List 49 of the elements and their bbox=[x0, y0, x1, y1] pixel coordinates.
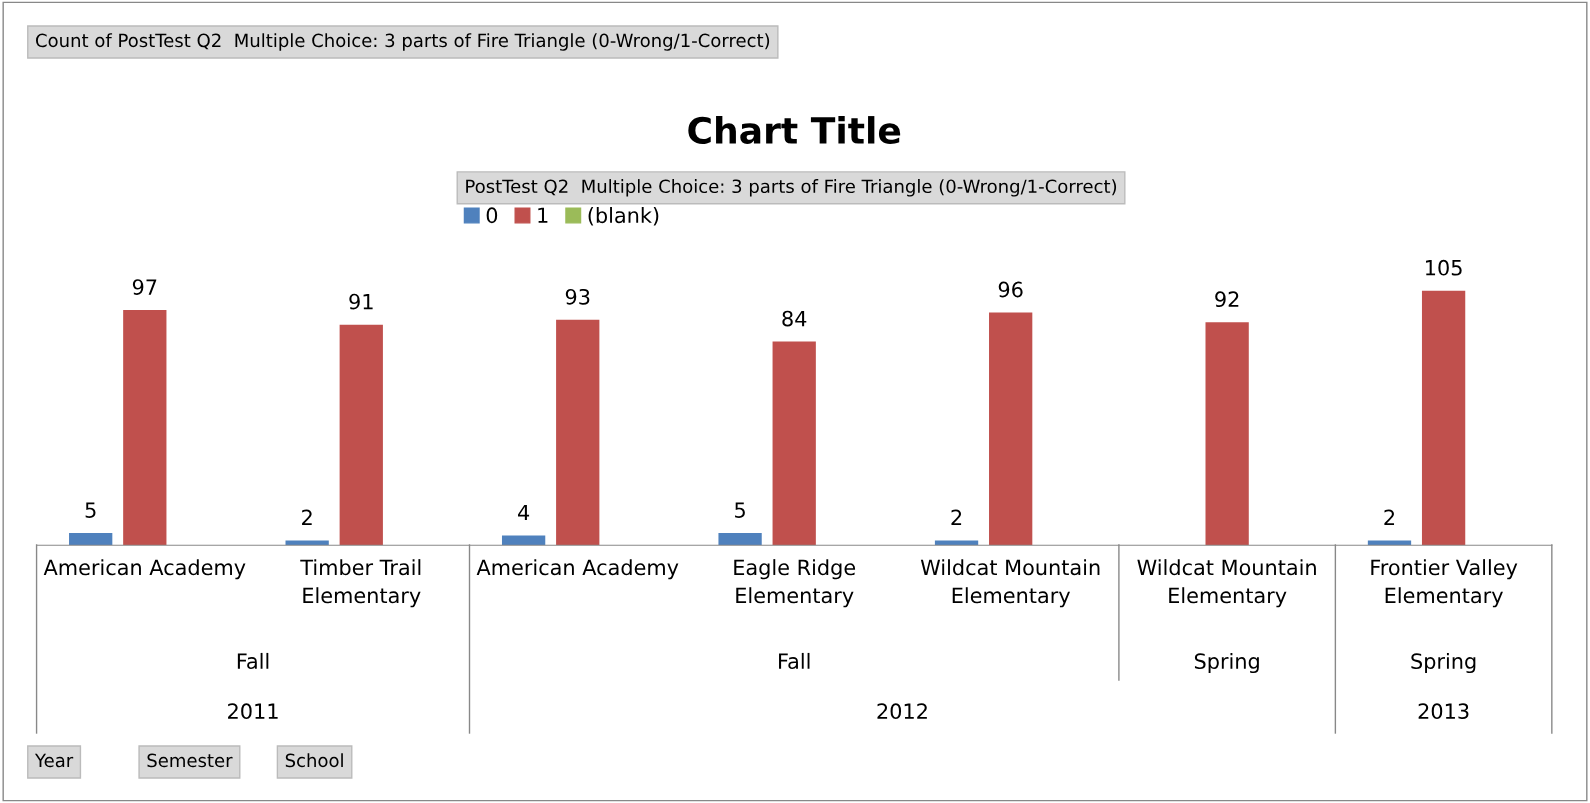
bar bbox=[1205, 322, 1249, 546]
text: Count of PostTest Q2 Multiple Choice: 3 parts of Fire Triangle (0-Wrong/1-Correct) bbox=[35, 33, 770, 51]
text: Spring bbox=[1411, 652, 1476, 674]
bar bbox=[934, 540, 979, 546]
bar bbox=[1367, 540, 1412, 546]
x-tick-label: Eagle Ridge Elementary bbox=[734, 559, 856, 608]
text: 2013 bbox=[1418, 703, 1469, 720]
legend-label: 1 bbox=[538, 207, 548, 223]
data-label: 2 bbox=[951, 509, 962, 525]
legend-title: PostTest Q2 Multiple Choice: 3 parts of Fire Triangle (0-Wrong/1-Correct) bbox=[466, 179, 1117, 197]
bar bbox=[339, 324, 383, 546]
bar bbox=[69, 533, 113, 546]
text: Fall bbox=[779, 652, 810, 670]
x-tick-label: Wildcat Mountain Elementary bbox=[920, 559, 1100, 608]
text: 2011 bbox=[228, 703, 278, 720]
text: 2012 bbox=[877, 703, 927, 720]
data-label: 97 bbox=[132, 279, 157, 295]
bar bbox=[285, 540, 329, 546]
data-label: 91 bbox=[349, 293, 373, 310]
text: Semester bbox=[147, 753, 233, 768]
chart-title: Chart Title bbox=[688, 116, 901, 145]
bar bbox=[123, 310, 167, 546]
legend-label: (blank) bbox=[588, 207, 659, 226]
data-label: 2 bbox=[1384, 509, 1395, 525]
x-tick-label: American Academy bbox=[476, 559, 679, 580]
x-tick-label: Wildcat Mountain Elementary bbox=[1137, 559, 1316, 608]
text: School bbox=[285, 753, 343, 768]
data-label: 4 bbox=[518, 504, 530, 521]
text: Year bbox=[34, 753, 74, 768]
x-tick-label: Timber Trail Elementary bbox=[300, 559, 421, 608]
bar bbox=[1421, 290, 1466, 546]
data-label: 5 bbox=[735, 502, 745, 518]
x-tick-label: Frontier Valley Elementary bbox=[1371, 559, 1518, 608]
data-label: 92 bbox=[1215, 291, 1239, 308]
text: Fall bbox=[237, 652, 269, 670]
x-tick-label: American Academy bbox=[43, 559, 246, 580]
text: Spring bbox=[1194, 652, 1259, 674]
data-label: 105 bbox=[1426, 259, 1462, 276]
data-label: 96 bbox=[998, 281, 1023, 298]
bar bbox=[501, 535, 546, 546]
bar bbox=[772, 341, 816, 546]
data-label: 2 bbox=[302, 509, 312, 525]
bar bbox=[556, 319, 600, 546]
legend-label: 0 bbox=[486, 207, 498, 224]
bar bbox=[718, 533, 762, 546]
data-label: 84 bbox=[782, 310, 807, 327]
data-label: 5 bbox=[85, 502, 96, 518]
data-label: 93 bbox=[565, 288, 590, 305]
bar bbox=[989, 312, 1033, 546]
